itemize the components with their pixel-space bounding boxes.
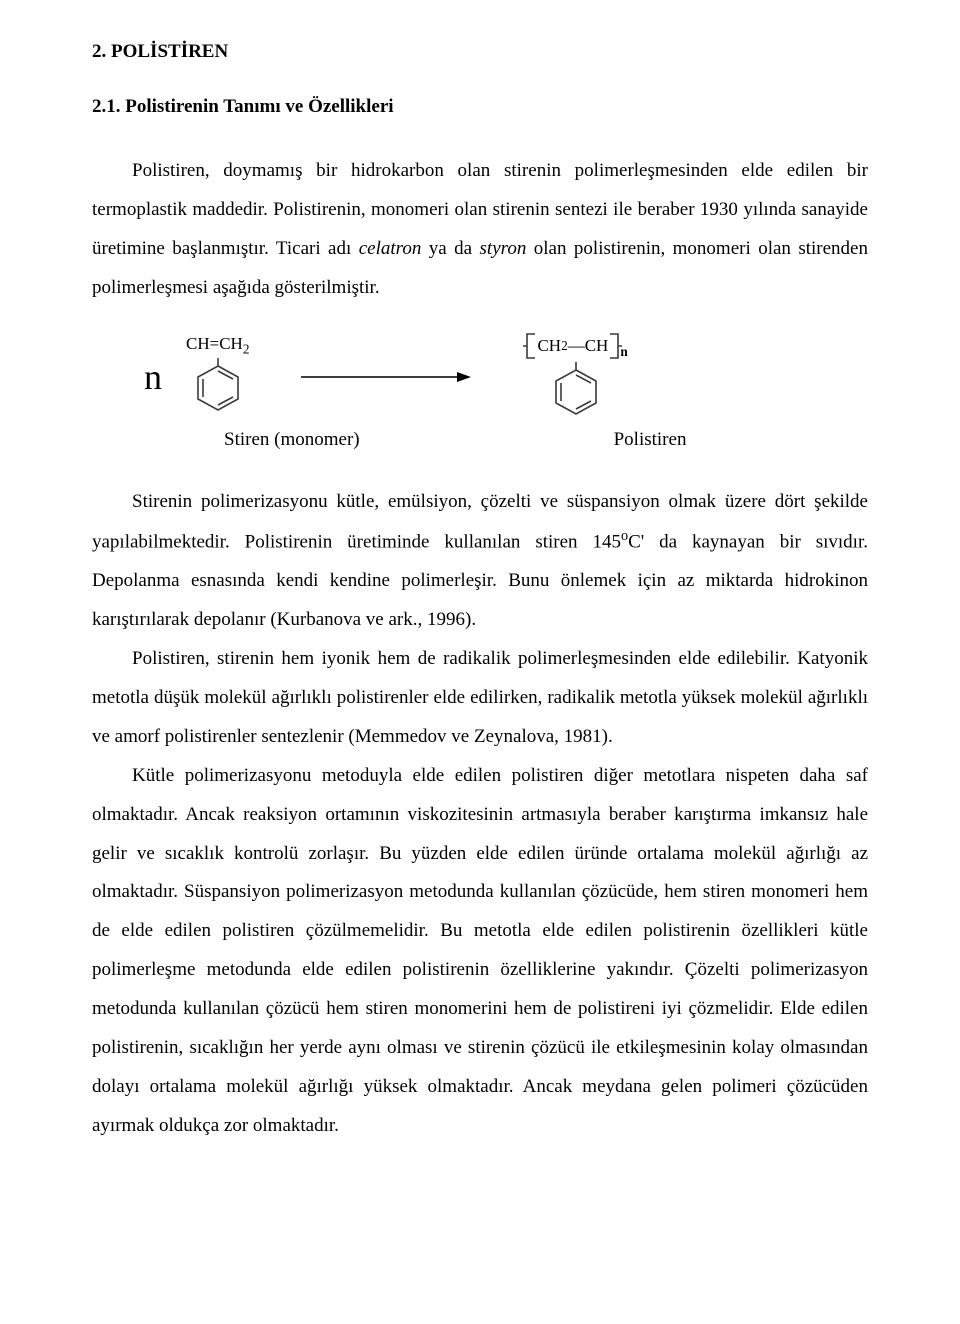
polymer-subscript-n: n xyxy=(620,345,627,358)
monomer-ch-ch: CH=CH xyxy=(186,334,243,353)
monomer-sub2: 2 xyxy=(243,342,250,357)
caption-monomer: Stiren (monomer) xyxy=(224,430,360,449)
section-heading-1: 2. POLİSTİREN xyxy=(92,42,868,61)
paragraph-3: Polistiren, stirenin hem iyonik hem de r… xyxy=(92,640,868,757)
paragraph-2: Stirenin polimerizasyonu kütle, emülsiyo… xyxy=(92,483,868,640)
polymer-ch2: CH xyxy=(537,337,561,354)
section-heading-2: 2.1. Polistirenin Tanımı ve Özellikleri xyxy=(92,97,868,116)
monomer-vinyl-group: CH=CH2 xyxy=(186,335,249,356)
intro-text-mid: ya da xyxy=(421,238,479,259)
polymer-ch: CH xyxy=(585,337,609,354)
polymer-dash: — xyxy=(568,337,585,354)
polymer-ch2-sub: 2 xyxy=(561,339,568,352)
reaction-arrow-icon xyxy=(301,368,471,386)
benzene-ring-icon xyxy=(550,362,602,422)
caption-polymer: Polistiren xyxy=(614,430,687,449)
bracket-left-icon xyxy=(523,332,537,360)
reaction-scheme: n CH=CH2 CH2—CH xyxy=(92,332,868,422)
reaction-coefficient-n: n xyxy=(144,359,162,395)
polystyrene-polymer-structure: CH2—CH n xyxy=(523,332,627,422)
styrene-monomer-structure: CH=CH2 xyxy=(186,335,249,418)
reaction-captions: Stiren (monomer) Polistiren xyxy=(92,430,868,449)
benzene-ring-icon xyxy=(192,358,244,418)
paragraph-4: Kütle polimerizasyonu metoduyla elde edi… xyxy=(92,757,868,1146)
intro-italic-celatron: celatron xyxy=(359,238,422,259)
polymer-repeat-unit: CH2—CH n xyxy=(523,332,627,360)
intro-paragraph: Polistiren, doymamış bir hidrokarbon ola… xyxy=(92,152,868,308)
intro-italic-styron: styron xyxy=(480,238,527,259)
